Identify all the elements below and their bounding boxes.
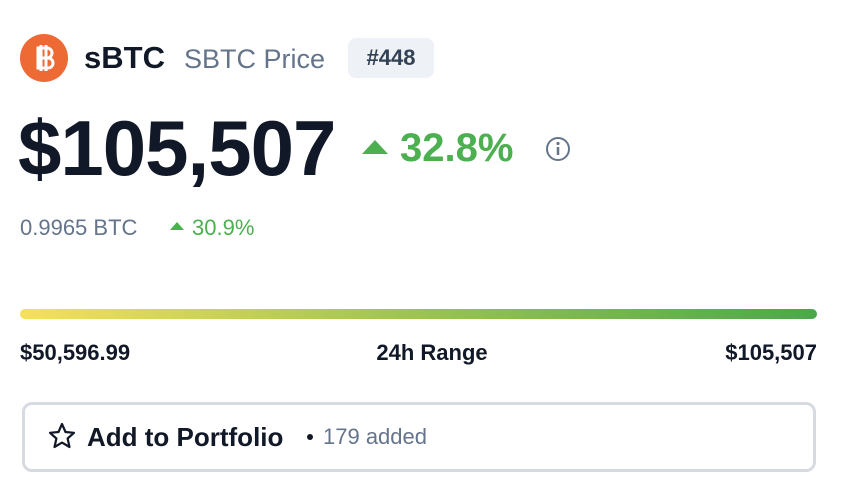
star-icon bbox=[48, 422, 76, 449]
range-high: $105,507 bbox=[725, 340, 817, 365]
info-icon[interactable] bbox=[545, 136, 571, 162]
range-bar bbox=[20, 309, 817, 319]
coin-subtitle: SBTC Price bbox=[184, 44, 326, 74]
add-portfolio-button[interactable] bbox=[22, 402, 816, 472]
portfolio-count: 179 added bbox=[323, 424, 427, 449]
range-label: 24h Range bbox=[376, 340, 488, 365]
btc-price: 0.9965 BTC bbox=[20, 215, 138, 240]
separator-dot bbox=[307, 434, 313, 440]
button-label[interactable]: Add to Portfolio bbox=[87, 422, 284, 452]
rank-badge: #448 bbox=[348, 38, 434, 78]
up-arrow bbox=[362, 140, 388, 154]
price-change: 32.8% bbox=[400, 126, 514, 170]
range-low: $50,596.99 bbox=[20, 340, 131, 365]
up-arrow-small bbox=[170, 222, 184, 230]
price: $105,507 bbox=[18, 104, 336, 192]
coin-name: sBTC bbox=[84, 40, 165, 75]
coin-logo bbox=[20, 34, 68, 82]
btc-change: 30.9% bbox=[192, 215, 255, 240]
